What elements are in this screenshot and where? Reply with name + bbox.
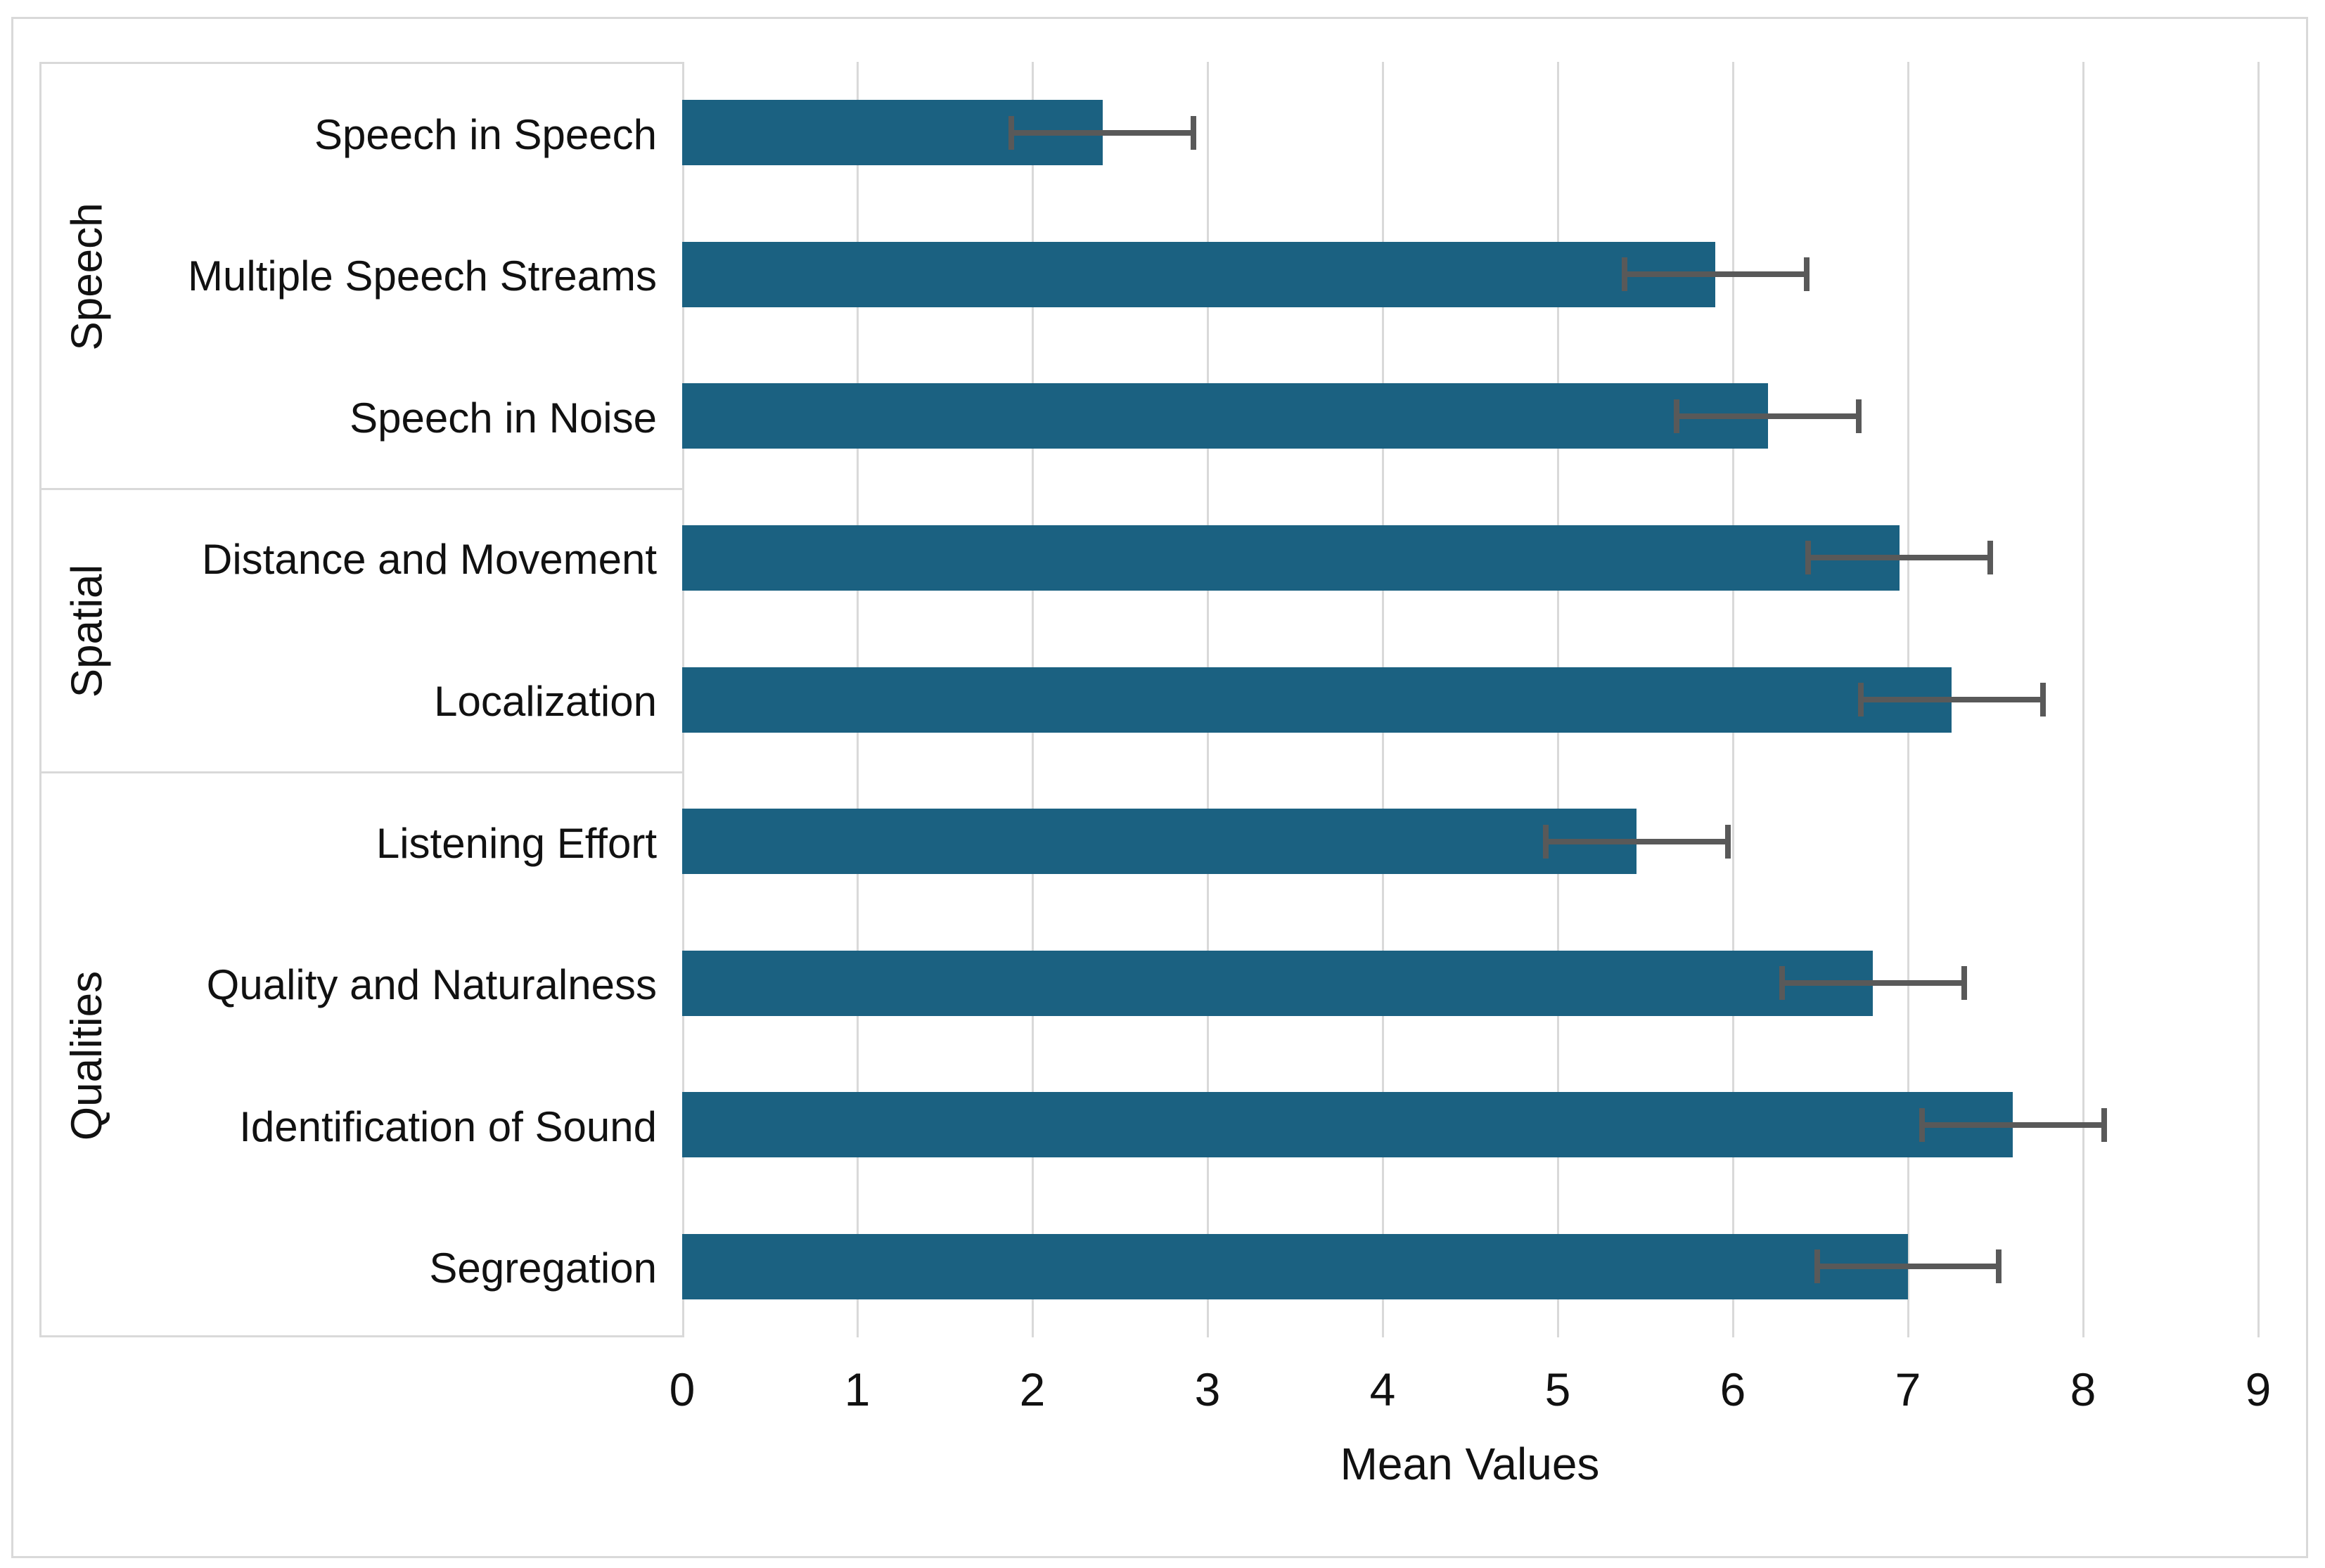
x-tick-label: 6 <box>1719 1363 1746 1415</box>
error-bar <box>1817 1264 1999 1270</box>
error-bar-cap <box>1542 824 1549 859</box>
category-label: Localization <box>434 678 657 725</box>
error-bar <box>1860 697 2043 702</box>
bar <box>682 383 1768 449</box>
x-tick-label: 9 <box>2245 1363 2272 1415</box>
error-bar-cap <box>1856 399 1862 433</box>
bar <box>682 1233 1908 1299</box>
error-bar-cap <box>1779 966 1785 1001</box>
error-bar <box>1624 271 1807 278</box>
group-label-band: Speech <box>41 64 133 489</box>
error-bar-cap <box>1919 1107 1925 1142</box>
error-bar <box>1808 555 1991 561</box>
error-bar <box>1921 1122 2104 1128</box>
bar <box>682 241 1716 307</box>
error-bar-cap <box>1996 1249 2002 1284</box>
x-axis-title: Mean Values <box>1340 1439 1600 1489</box>
error-bar-cap <box>1724 824 1731 859</box>
x-tick-label: 2 <box>1019 1363 1046 1415</box>
error-bar-cap <box>1857 683 1864 716</box>
error-bar-cap <box>2101 1107 2107 1142</box>
category-label: Distance and Movement <box>202 536 657 584</box>
x-tick-label: 8 <box>2070 1363 2096 1415</box>
group-label-band: Qualities <box>41 773 133 1339</box>
category-label-area: Speech in Speech Multiple Speech Streams S… <box>39 62 682 1337</box>
gridline <box>2082 62 2084 1337</box>
category-label: Identification of Sound <box>239 1103 657 1150</box>
category-label: Speech in Speech <box>314 110 657 158</box>
bar <box>682 667 1952 733</box>
x-tick-label: 1 <box>844 1363 871 1415</box>
error-bar-cap <box>1987 541 1994 575</box>
group-label: Qualities <box>63 971 112 1141</box>
bar <box>682 809 1637 875</box>
group-label-band: Spatial <box>41 489 133 773</box>
category-label: Speech in Noise <box>350 394 657 442</box>
group-label: Spatial <box>63 564 112 698</box>
error-bar-cap <box>2039 683 2046 716</box>
category-label: Quality and Naturalness <box>206 961 657 1009</box>
error-bar <box>1011 129 1194 136</box>
error-bar-cap <box>1814 1249 1820 1284</box>
group-label: Speech <box>63 203 112 351</box>
error-bar-cap <box>1008 115 1015 150</box>
plot-area <box>682 62 2260 1337</box>
error-bar-cap <box>1961 966 1967 1001</box>
x-tick-label: 3 <box>1194 1363 1221 1415</box>
x-tick-label: 0 <box>669 1363 696 1415</box>
category-label: Multiple Speech Streams <box>188 252 657 300</box>
bar <box>682 525 1900 591</box>
x-tick-label: 4 <box>1369 1363 1396 1415</box>
error-bar <box>1781 980 1964 987</box>
x-tick-label: 5 <box>1544 1363 1571 1415</box>
error-bar-cap <box>1805 541 1812 575</box>
error-bar-cap <box>1803 257 1810 292</box>
group-separator <box>41 771 682 774</box>
error-bar <box>1545 838 1728 844</box>
category-label: Segregation <box>429 1245 657 1292</box>
bar <box>682 1092 2013 1158</box>
error-bar-cap <box>1191 115 1197 150</box>
group-separator <box>41 488 682 491</box>
bar <box>682 950 1874 1016</box>
category-label: Listening Effort <box>376 819 657 867</box>
error-bar-cap <box>1674 399 1680 433</box>
gridline <box>2257 62 2260 1337</box>
x-tick-label: 7 <box>1895 1363 1921 1415</box>
error-bar <box>1677 413 1859 419</box>
error-bar-cap <box>1621 257 1627 292</box>
